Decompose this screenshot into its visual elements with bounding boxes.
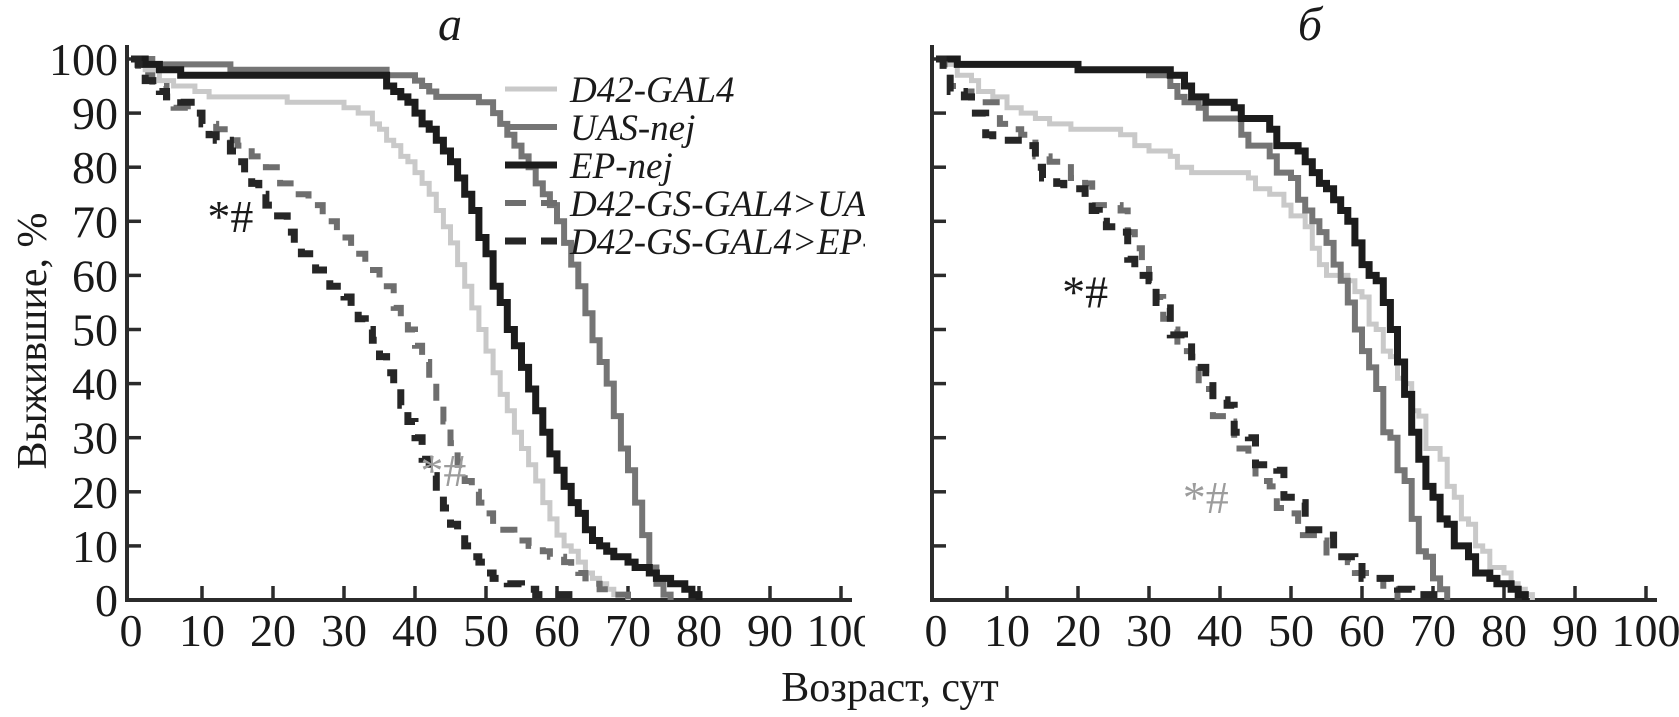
curve-ep-nej (936, 55, 1529, 600)
x-tick-label: 50 (463, 605, 509, 656)
x-tick-label: 100 (807, 605, 866, 656)
x-tick-label: 70 (605, 605, 651, 656)
survival-chart-panel-b: 0 10 20 30 40 50 60 70 80 90 100 б *# *# (925, 0, 1679, 656)
x-tick-label: 90 (747, 605, 793, 656)
panel-title: a (438, 0, 462, 51)
significance-annotation: *# (207, 191, 253, 242)
legend-label: D42-GS-GAL4>EP-nej (569, 222, 865, 263)
legend-label: EP-nej (569, 146, 673, 187)
legend-label: D42-GAL4 (569, 70, 734, 111)
x-tick-label: 30 (1126, 605, 1172, 656)
survival-chart-panel-a: 0 10 20 30 40 50 60 70 80 90 100010203040506070809… (49, 0, 866, 656)
x-tick-label: 60 (1339, 605, 1385, 656)
x-tick-label: 70 (1410, 605, 1456, 656)
y-tick-label: 60 (72, 250, 118, 301)
x-tick-label: 0 (120, 605, 143, 656)
x-tick-label: 40 (392, 605, 438, 656)
y-tick-label: 0 (95, 575, 118, 626)
curve-d42-gs-gal4-ep-nej (936, 55, 1444, 600)
y-tick-label: 50 (72, 305, 118, 356)
x-tick-label: 90 (1552, 605, 1598, 656)
significance-annotation: *# (420, 445, 466, 496)
y-tick-label: 100 (49, 34, 118, 85)
y-tick-label: 40 (72, 359, 118, 410)
x-tick-label: 10 (984, 605, 1030, 656)
x-tick-label: 80 (1481, 605, 1527, 656)
x-tick-label: 40 (1197, 605, 1243, 656)
curve-d42-gs-gal4-ep-nej (131, 55, 582, 600)
x-tick-label: 100 (1612, 605, 1679, 656)
x-tick-label: 80 (676, 605, 722, 656)
panel-title: б (1298, 0, 1324, 51)
curve-ep-nej (131, 55, 703, 600)
x-tick-label: 50 (1268, 605, 1314, 656)
significance-annotation: *# (1062, 267, 1108, 318)
curve-d42-gal4 (131, 56, 631, 600)
legend-label: D42-GS-GAL4>UAS-nej (569, 184, 865, 225)
x-tick-label: 20 (1055, 605, 1101, 656)
x-tick-label: 30 (321, 605, 367, 656)
y-tick-label: 30 (72, 413, 118, 464)
curve-d42-gal4 (936, 56, 1535, 600)
x-tick-label: 0 (925, 605, 948, 656)
curve-uas-nej (131, 56, 674, 600)
x-tick-label: 60 (534, 605, 580, 656)
y-tick-label: 20 (72, 467, 118, 518)
x-tick-label: 10 (179, 605, 225, 656)
x-axis-label: Возраст, сут (781, 665, 999, 711)
curve-d42-gs-gal4-uas-nej (131, 56, 631, 600)
x-tick-label: 20 (250, 605, 296, 656)
significance-annotation: *# (1183, 472, 1229, 523)
legend-label: UAS-nej (570, 108, 695, 149)
y-tick-label: 10 (72, 521, 118, 572)
curve-uas-nej (936, 56, 1451, 600)
y-tick-label: 80 (72, 142, 118, 193)
y-tick-label: 90 (72, 88, 118, 139)
y-tick-label: 70 (72, 196, 118, 247)
